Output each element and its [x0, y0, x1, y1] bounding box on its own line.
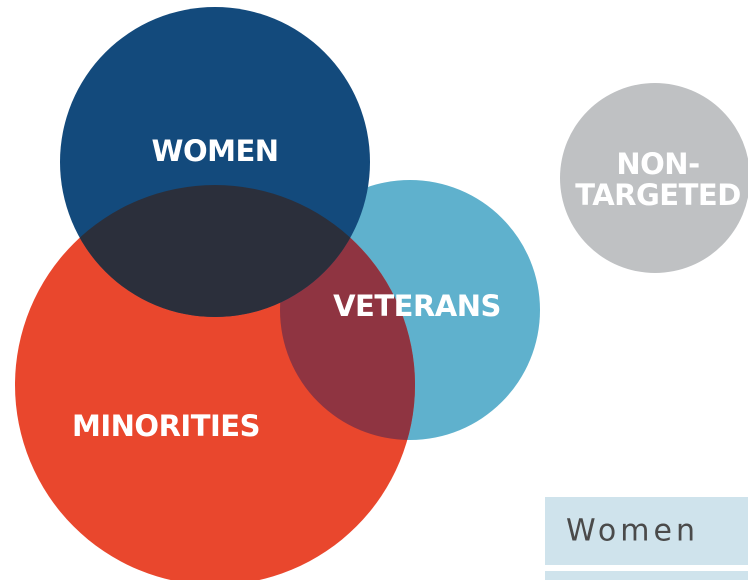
minorities-label: MINORITIES [72, 409, 260, 443]
non-targeted-circle [560, 83, 748, 273]
tab-label[interactable]: Women [566, 514, 699, 549]
veterans-label: VETERANS [333, 289, 501, 323]
non-targeted-label: TARGETED [575, 178, 741, 212]
women-label: WOMEN [151, 134, 278, 168]
non-targeted-label: NON- [616, 147, 699, 181]
tab-button-next[interactable] [545, 571, 748, 580]
tab-button[interactable] [545, 497, 748, 565]
